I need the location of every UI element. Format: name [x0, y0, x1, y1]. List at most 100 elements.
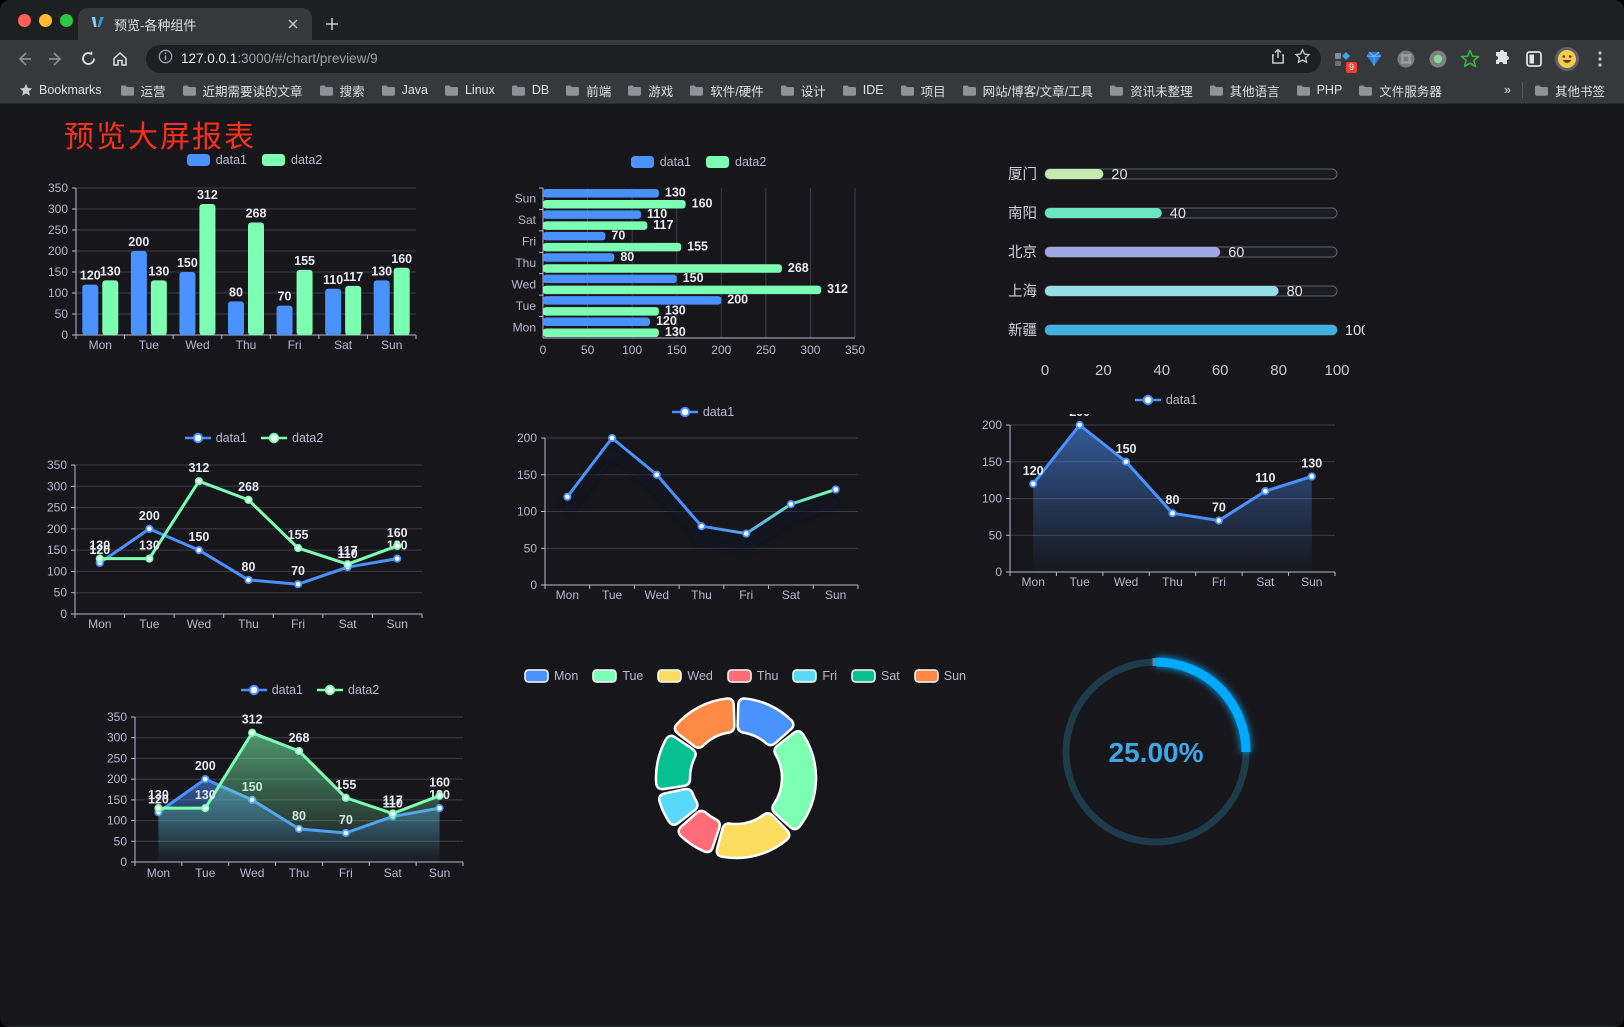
bookmark-folder[interactable]: 文件服务器 — [1351, 79, 1449, 102]
reload-icon[interactable] — [74, 45, 102, 73]
svg-text:250: 250 — [47, 501, 67, 515]
share-icon[interactable] — [1270, 48, 1286, 70]
svg-text:120: 120 — [656, 314, 677, 328]
folder-icon — [690, 84, 704, 96]
bookmarks-manager[interactable]: Bookmarks — [12, 81, 109, 99]
svg-text:200: 200 — [107, 772, 127, 786]
traffic-lights — [18, 14, 73, 27]
legend-item-Sun[interactable]: Sun — [914, 669, 966, 683]
chart-legend: data1 data2 — [36, 146, 472, 174]
new-tab-button[interactable] — [322, 14, 342, 34]
svg-text:268: 268 — [246, 206, 267, 220]
svg-text:130: 130 — [89, 539, 110, 553]
extension-gem-icon[interactable] — [1363, 48, 1385, 70]
bookmark-folder[interactable]: Java — [374, 81, 435, 99]
svg-text:上海: 上海 — [1008, 283, 1037, 300]
bookmark-folder[interactable]: DB — [504, 81, 556, 99]
svg-text:Sun: Sun — [515, 192, 536, 206]
legend-item-data1[interactable]: data1 — [630, 155, 691, 169]
svg-text:0: 0 — [61, 328, 68, 342]
svg-text:Thu: Thu — [1162, 575, 1183, 589]
legend-item-data1[interactable]: data1 — [1134, 393, 1197, 407]
home-icon[interactable] — [106, 45, 134, 73]
bookmark-folder[interactable]: 运营 — [113, 79, 173, 102]
bookmark-folder[interactable]: Linux — [437, 81, 502, 99]
svg-text:160: 160 — [692, 196, 713, 210]
folder-icon — [1359, 84, 1373, 96]
bookmark-folder[interactable]: PHP — [1289, 81, 1350, 99]
extensions-puzzle-icon[interactable] — [1491, 48, 1513, 70]
svg-text:150: 150 — [683, 271, 704, 285]
tab-close-icon[interactable] — [284, 15, 302, 33]
zoom-window-button[interactable] — [60, 14, 73, 27]
svg-text:0: 0 — [1041, 362, 1049, 379]
legend-item-Sat[interactable]: Sat — [851, 669, 900, 683]
other-bookmarks-folder[interactable]: 其他书签 — [1527, 79, 1612, 102]
svg-text:120: 120 — [148, 792, 169, 806]
close-window-button[interactable] — [18, 14, 31, 27]
svg-text:Sat: Sat — [334, 338, 353, 352]
svg-text:Thu: Thu — [236, 338, 257, 352]
back-arrow-icon[interactable] — [10, 45, 38, 73]
extension-green-star-icon[interactable] — [1459, 48, 1481, 70]
svg-text:150: 150 — [107, 793, 127, 807]
bookmark-folder[interactable]: 软件/硬件 — [682, 79, 770, 102]
bookmark-folder[interactable]: 项目 — [893, 79, 953, 102]
bookmark-folder[interactable]: 前端 — [558, 79, 618, 102]
bookmark-folder[interactable]: 网站/博客/文章/工具 — [955, 79, 1100, 102]
bookmark-folder[interactable]: 搜索 — [312, 79, 372, 102]
svg-text:Thu: Thu — [691, 588, 712, 602]
svg-text:Thu: Thu — [515, 256, 536, 270]
browser-tab[interactable]: 预览-各种组件 — [78, 8, 312, 40]
legend-item-Tue[interactable]: Tue — [592, 669, 643, 683]
svg-text:Wed: Wed — [645, 588, 669, 602]
donut-pie-chart: Mon Tue Wed Thu Fri Sat Sun — [524, 662, 966, 890]
svg-text:20: 20 — [1111, 167, 1127, 183]
bookmarks-overflow-chevron[interactable]: » — [1504, 83, 1511, 97]
extension-record-icon[interactable] — [1427, 48, 1449, 70]
bookmark-folder[interactable]: 游戏 — [620, 79, 680, 102]
svg-text:250: 250 — [107, 751, 127, 765]
legend-item-data1[interactable]: data1 — [671, 405, 734, 419]
legend-item-Thu[interactable]: Thu — [727, 669, 778, 683]
address-bar[interactable]: 127.0.0.1:3000/#/chart/preview/9 — [146, 44, 1321, 73]
svg-text:130: 130 — [665, 185, 686, 199]
svg-text:120: 120 — [1023, 464, 1044, 478]
gauge-chart: 25.00% — [1058, 654, 1254, 850]
bookmark-folder[interactable]: 设计 — [773, 79, 833, 102]
legend-item-data1[interactable]: data1 — [184, 431, 247, 445]
menu-dots-icon[interactable] — [1589, 48, 1611, 70]
svg-text:Fri: Fri — [1212, 575, 1226, 589]
reader-mode-icon[interactable] — [1523, 48, 1545, 70]
bookmark-folder[interactable]: 近期需要读的文章 — [175, 79, 310, 102]
legend-item-data1[interactable]: data1 — [240, 683, 303, 697]
svg-text:312: 312 — [827, 282, 848, 296]
bookmark-star-icon[interactable] — [1294, 47, 1311, 70]
svg-text:130: 130 — [100, 264, 121, 278]
legend-item-data2[interactable]: data2 — [261, 153, 322, 167]
extensions-row: 9 — [1331, 46, 1615, 73]
svg-text:Sun: Sun — [1301, 575, 1322, 589]
legend-item-Wed[interactable]: Wed — [657, 669, 713, 683]
bookmark-folder[interactable]: 资讯未整理 — [1102, 79, 1200, 102]
extension-grid-icon[interactable]: 9 — [1331, 48, 1357, 73]
info-icon[interactable] — [158, 49, 173, 69]
legend-item-data2[interactable]: data2 — [261, 431, 323, 445]
legend-item-data2[interactable]: data2 — [317, 683, 379, 697]
legend-item-data1[interactable]: data1 — [186, 153, 247, 167]
svg-text:300: 300 — [48, 202, 68, 216]
minimize-window-button[interactable] — [39, 14, 52, 27]
legend-item-Fri[interactable]: Fri — [792, 669, 837, 683]
legend-item-data2[interactable]: data2 — [705, 155, 766, 169]
svg-text:0: 0 — [60, 607, 67, 621]
profile-avatar[interactable] — [1555, 46, 1579, 71]
svg-text:Wed: Wed — [185, 338, 209, 352]
extension-disabled-icon[interactable] — [1395, 48, 1417, 70]
bookmark-folder[interactable]: IDE — [835, 81, 891, 99]
url-text[interactable]: 127.0.0.1:3000/#/chart/preview/9 — [181, 51, 378, 66]
forward-arrow-icon[interactable] — [42, 45, 70, 73]
legend-item-Mon[interactable]: Mon — [524, 669, 578, 683]
bookmark-folder[interactable]: 其他语言 — [1202, 79, 1287, 102]
svg-text:250: 250 — [48, 223, 68, 237]
